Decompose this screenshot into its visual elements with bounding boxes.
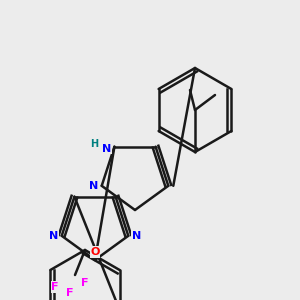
Text: N: N xyxy=(89,181,98,191)
Text: F: F xyxy=(51,282,59,292)
Text: F: F xyxy=(81,278,89,288)
Text: H: H xyxy=(90,139,98,149)
Text: N: N xyxy=(132,231,141,241)
Text: N: N xyxy=(49,231,58,241)
Text: O: O xyxy=(90,247,100,257)
Text: F: F xyxy=(66,288,74,298)
Text: N: N xyxy=(102,144,111,154)
